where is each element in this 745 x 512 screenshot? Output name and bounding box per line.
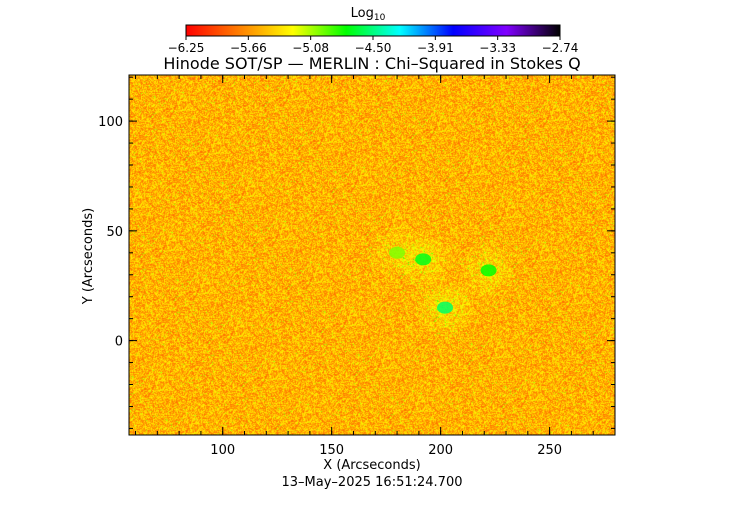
heatmap-features (389, 246, 497, 314)
heatmap-feature (415, 253, 432, 266)
colorbar-label: Log10 (351, 6, 386, 23)
colorbar-ticks: −6.25 −5.66 −5.08 −4.50 −3.91 −3.33 −2.74 (168, 36, 579, 55)
timestamp: 13–May–2025 16:51:24.700 (282, 475, 463, 490)
colorbar-tick-label: −3.91 (417, 41, 454, 55)
x-tick-label: 150 (319, 443, 344, 458)
y-tick-label: 50 (106, 225, 123, 240)
heatmap-feature (389, 246, 406, 259)
colorbar-tick-label: −3.33 (479, 41, 516, 55)
heatmap-raster (129, 75, 615, 435)
plot-frame (128, 74, 616, 436)
x-tick-label: 250 (537, 443, 562, 458)
heatmap-feature (437, 301, 454, 314)
colorbar-tick-label: −4.50 (355, 41, 392, 55)
y-tick-label: 0 (115, 335, 123, 350)
colorbar-tick-label: −5.66 (230, 41, 267, 55)
x-axis-label: X (Arcseconds) (323, 458, 420, 473)
colorbar-tick-label: −2.74 (542, 41, 579, 55)
chart-title: Hinode SOT/SP — MERLIN : Chi–Squared in … (163, 54, 580, 73)
heatmap-image (129, 75, 615, 435)
y-tick-label: 100 (98, 115, 123, 130)
y-axis-label: Y (Arcseconds) (81, 208, 96, 305)
x-tick-label: 200 (428, 443, 453, 458)
x-axis-ticks: 100 150 200 250 (135, 75, 616, 458)
y-axis-ticks: 0 50 100 (98, 76, 615, 429)
x-tick-label: 100 (210, 443, 235, 458)
colorbar (185, 24, 561, 37)
colorbar-tick-label: −6.25 (168, 41, 205, 55)
heatmap-feature (480, 264, 497, 277)
colorbar-tick-label: −5.08 (292, 41, 329, 55)
